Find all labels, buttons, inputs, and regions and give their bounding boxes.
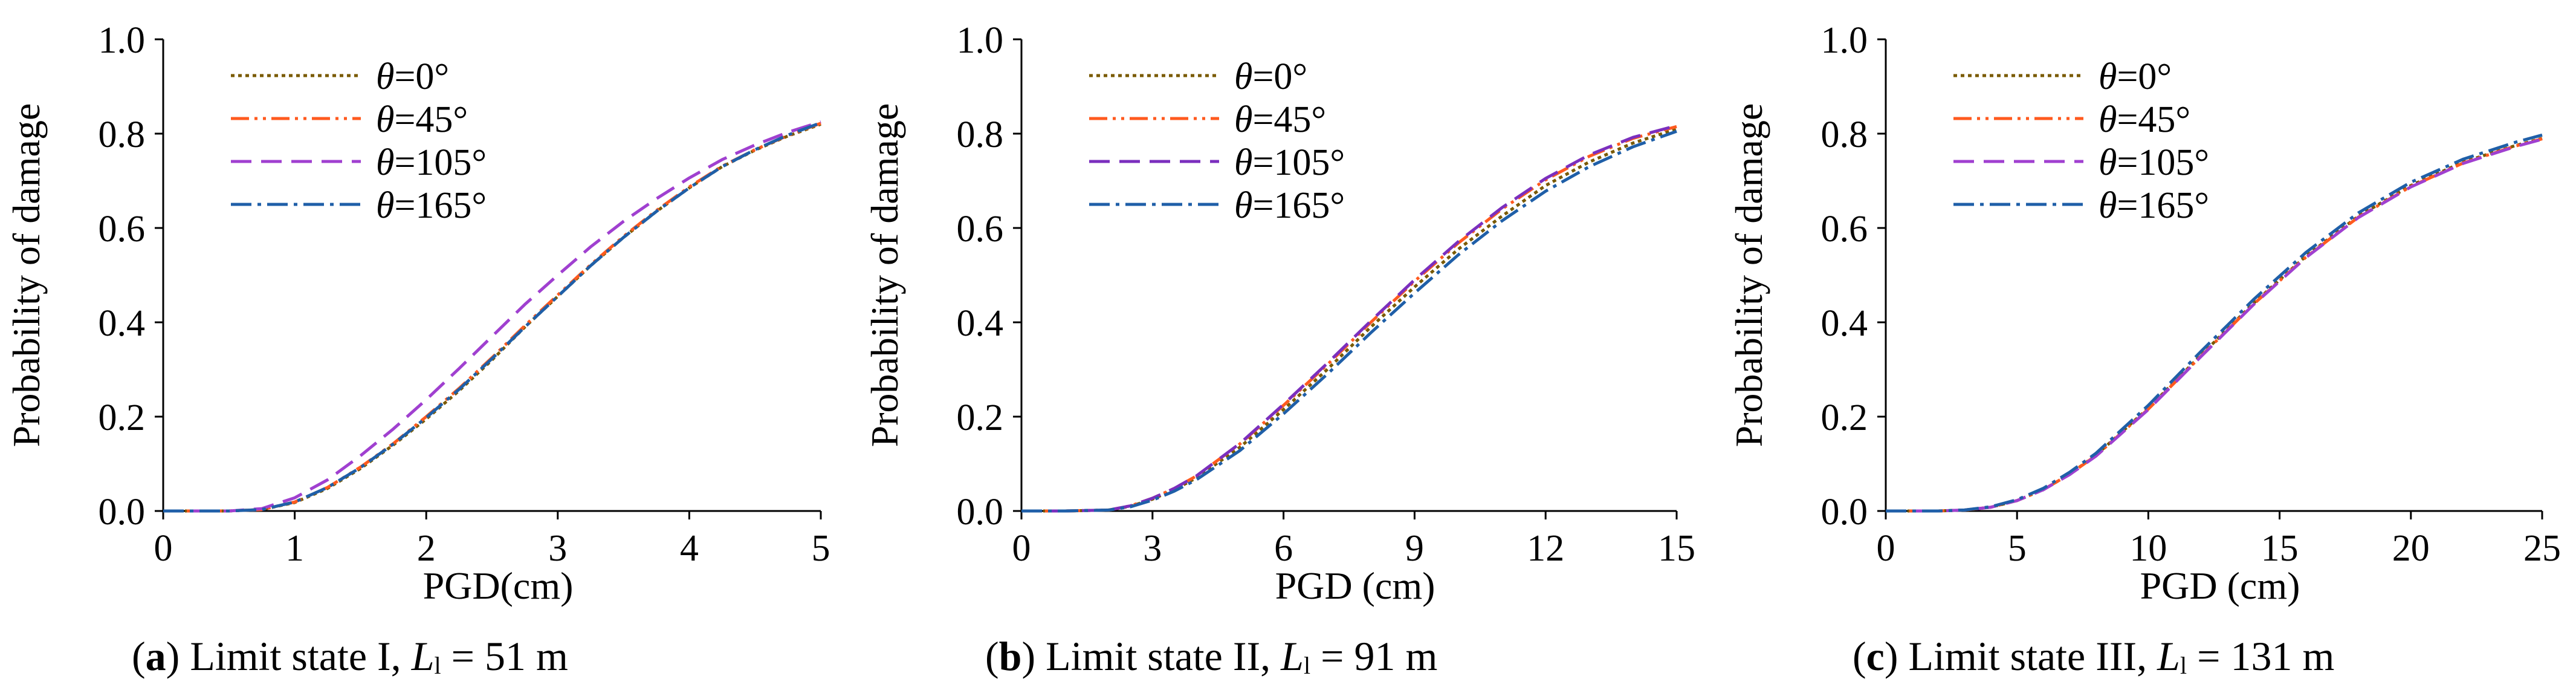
caption-a: (a) Limit state I, Ll = 51 m <box>132 633 568 679</box>
panel-a-ytick-label: 0.4 <box>99 303 146 344</box>
panel-a-ytick-label: 0.8 <box>99 114 146 155</box>
panel-a-x-axis-label: PGD(cm) <box>423 564 574 607</box>
panel-c-series-0-line <box>1886 137 2543 513</box>
panel-b-xtick-label: 9 <box>1405 528 1424 569</box>
panel-c-series-3-line <box>1886 133 2543 513</box>
panel-c-xtick-label: 10 <box>2129 528 2167 569</box>
caption-c-value: = 131 m <box>2187 633 2335 679</box>
panel-a-xtick-label: 3 <box>548 528 567 569</box>
panel-a-legend-label-1: θ=45° <box>376 99 468 140</box>
panel-b-xtick-label: 6 <box>1274 528 1293 569</box>
panel-a-xtick-label: 2 <box>417 528 436 569</box>
panel-c-y-axis-label: Probability of damage <box>1727 103 1770 447</box>
caption-b-sub: l <box>1303 652 1311 679</box>
panel-a-ytick-label: 0.2 <box>99 397 146 438</box>
caption-b-letter: b <box>998 633 1022 679</box>
caption-a-L: L <box>411 633 435 679</box>
panel-b-xtick-label: 3 <box>1143 528 1162 569</box>
panel-b-y-axis-label: Probability of damage <box>863 103 906 447</box>
panel-c-ytick-label: 0.2 <box>1821 397 1868 438</box>
panel-b-xtick-label: 0 <box>1012 528 1031 569</box>
panel-c-xtick-label: 20 <box>2392 528 2430 569</box>
panel-b-legend-label-2: θ=105° <box>1234 142 1345 183</box>
panel-b-series-1-line <box>1021 125 1677 513</box>
caption-b-value: = 91 m <box>1310 633 1438 679</box>
caption-a-sub: l <box>434 652 441 679</box>
panel-c-xtick-label: 0 <box>1877 528 1895 569</box>
panel-c-xtick-label: 15 <box>2261 528 2299 569</box>
caption-c: (c) Limit state III, Ll = 131 m <box>1853 633 2335 679</box>
caption-a-text: Limit state I, <box>190 633 412 679</box>
panel-b-legend-label-1: θ=45° <box>1234 99 1326 140</box>
panel-c-legend-label-1: θ=45° <box>2099 99 2190 140</box>
caption-c-L: L <box>2157 633 2180 679</box>
panel-a-series-0-line <box>163 123 821 513</box>
panel-c-ytick-label: 1.0 <box>1821 20 1868 61</box>
panel-c-x-axis-label: PGD (cm) <box>2140 564 2300 607</box>
caption-a-value: = 51 m <box>441 633 568 679</box>
panel-b-xtick-label: 12 <box>1527 528 1564 569</box>
panel-b-ytick-label: 0.0 <box>957 492 1004 533</box>
panel-c-ytick-label: 0.0 <box>1821 492 1868 533</box>
panel-a-ytick-label: 1.0 <box>99 20 146 61</box>
panel-b-series-3-line <box>1021 129 1677 513</box>
panel-c-xtick-label: 5 <box>2008 528 2027 569</box>
panel-b-legend-label-3: θ=165° <box>1234 185 1345 226</box>
panel-a-xtick-label: 5 <box>812 528 830 569</box>
panel-b-ytick-label: 0.4 <box>957 303 1004 344</box>
panel-c-legend-label-3: θ=165° <box>2099 185 2209 226</box>
panel-b-ytick-label: 1.0 <box>957 20 1004 61</box>
panel-a-xtick-label: 0 <box>154 528 173 569</box>
caption-b: (b) Limit state II, Ll = 91 m <box>985 633 1438 679</box>
panel-b-series-0-line <box>1021 127 1677 513</box>
panel-c-ytick-label: 0.8 <box>1821 114 1868 155</box>
panel-c-xtick-label: 25 <box>2523 528 2561 569</box>
panel-b-ytick-label: 0.2 <box>957 397 1004 438</box>
panel-a-y-axis-label: Probability of damage <box>5 103 48 447</box>
caption-b-L: L <box>1281 633 1304 679</box>
panel-c-ytick-label: 0.4 <box>1821 303 1868 344</box>
panel-c-legend-label-2: θ=105° <box>2099 142 2209 183</box>
panel-a-xtick-label: 1 <box>285 528 304 569</box>
caption-c-letter: c <box>1866 633 1885 679</box>
panel-a-series-3-line <box>163 121 821 513</box>
caption-b-text: Limit state II, <box>1046 633 1281 679</box>
panel-a-ytick-label: 0.6 <box>99 209 146 250</box>
caption-a-letter: a <box>145 633 166 679</box>
panel-c-ytick-label: 0.6 <box>1821 209 1868 250</box>
panel-b-legend-label-0: θ=0° <box>1234 56 1307 97</box>
panel-b-x-axis-label: PGD (cm) <box>1275 564 1435 607</box>
panel-a-series-2-line <box>163 120 821 513</box>
panel-c-legend-label-0: θ=0° <box>2099 56 2172 97</box>
caption-c-text: Limit state III, <box>1908 633 2158 679</box>
panel-a-legend-label-3: θ=165° <box>376 185 487 226</box>
panel-c-series-2-line <box>1886 137 2543 513</box>
panel-a-legend-label-2: θ=105° <box>376 142 487 183</box>
panel-c-series-1-line <box>1886 137 2543 513</box>
panel-b-ytick-label: 0.8 <box>957 114 1004 155</box>
caption-c-sub: l <box>2180 652 2187 679</box>
panel-a-legend-label-0: θ=0° <box>376 56 449 97</box>
panel-b-ytick-label: 0.6 <box>957 209 1004 250</box>
panel-a-xtick-label: 4 <box>680 528 699 569</box>
panel-a-ytick-label: 0.0 <box>99 492 146 533</box>
panel-b-series-2-line <box>1021 124 1677 513</box>
panel-b-xtick-label: 15 <box>1658 528 1695 569</box>
panel-a-series-1-line <box>163 122 821 513</box>
